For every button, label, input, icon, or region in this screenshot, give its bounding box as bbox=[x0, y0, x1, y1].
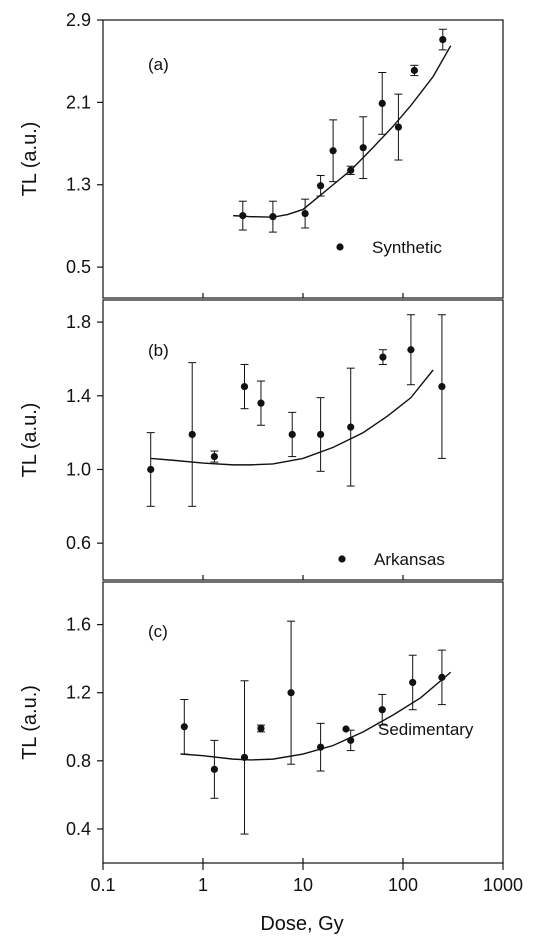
data-point bbox=[439, 35, 447, 44]
panel-label: (b) bbox=[148, 341, 169, 360]
y-axis-title: TL (a.u.) bbox=[19, 685, 41, 760]
y-tick-label: 0.5 bbox=[66, 257, 91, 277]
data-point bbox=[257, 724, 265, 733]
fit-curve bbox=[150, 369, 434, 466]
data-point bbox=[269, 213, 277, 221]
data-point bbox=[240, 382, 249, 391]
legend-label: Sedimentary bbox=[378, 720, 474, 739]
y-tick-label: 0.6 bbox=[66, 533, 91, 553]
x-tick-label: 10 bbox=[293, 875, 313, 895]
data-point bbox=[347, 166, 355, 174]
y-tick-label: 1.4 bbox=[66, 386, 91, 406]
fit-curve bbox=[180, 671, 452, 761]
data-point bbox=[188, 430, 196, 439]
fit-curve bbox=[233, 45, 452, 218]
y-tick-label: 1.8 bbox=[66, 312, 91, 332]
data-point bbox=[407, 346, 415, 354]
data-point bbox=[180, 723, 188, 731]
panels-group: 0.5 1.3 2.1 2.9 TL (a.u.) (a) Synthetic 0.6 1.0 1… bbox=[19, 10, 504, 864]
x-tick-label: 0.1 bbox=[90, 875, 115, 895]
data-point bbox=[317, 743, 325, 751]
y-tick-label: 1.0 bbox=[66, 459, 91, 479]
x-axis-title: Dose, Gy bbox=[260, 913, 343, 935]
data-point bbox=[378, 99, 386, 107]
x-axis: 0.1 1 10 100 1000 bbox=[90, 863, 523, 895]
y-tick-label: 1.6 bbox=[66, 615, 91, 635]
panel-3: 0.4 0.8 1.2 1.6 TL (a.u.) (c) Sedimentary bbox=[19, 581, 504, 864]
data-point bbox=[147, 465, 155, 474]
y-tick-label: 0.8 bbox=[66, 751, 91, 771]
data-point bbox=[287, 689, 295, 697]
data-point bbox=[317, 182, 325, 190]
legend-marker bbox=[336, 243, 344, 251]
x-tick-label: 1000 bbox=[483, 875, 523, 895]
y-tick-label: 1.3 bbox=[66, 175, 91, 195]
y-tick-label: 2.9 bbox=[66, 10, 91, 30]
panel-label: (a) bbox=[148, 55, 169, 74]
panel-label: (c) bbox=[148, 622, 168, 641]
x-tick-label: 1 bbox=[198, 875, 208, 895]
data-point bbox=[410, 66, 418, 75]
data-point bbox=[394, 123, 403, 131]
data-point bbox=[347, 423, 355, 431]
y-tick-label: 2.1 bbox=[66, 92, 91, 112]
data-point bbox=[329, 147, 337, 155]
y-axis-title: TL (a.u.) bbox=[19, 122, 41, 197]
data-point bbox=[239, 212, 247, 220]
legend-marker bbox=[338, 555, 346, 563]
data-point bbox=[378, 706, 386, 714]
legend-marker bbox=[342, 725, 350, 733]
data-point bbox=[317, 430, 325, 439]
data-point bbox=[288, 430, 296, 439]
data-point bbox=[257, 399, 265, 407]
data-point bbox=[210, 765, 218, 773]
data-point bbox=[301, 209, 309, 218]
panel-2: 0.6 1.0 1.4 1.8 TL (a.u.) (b) Arkansas bbox=[19, 299, 504, 581]
data-point bbox=[409, 678, 417, 687]
legend-label: Arkansas bbox=[374, 550, 445, 569]
data-point bbox=[438, 382, 446, 391]
y-tick-label: 1.2 bbox=[66, 683, 91, 703]
y-tick-label: 0.4 bbox=[66, 819, 91, 839]
data-point bbox=[359, 144, 367, 152]
data-point bbox=[379, 353, 387, 361]
legend-label: Synthetic bbox=[372, 238, 442, 257]
data-point bbox=[210, 452, 218, 461]
y-axis-title: TL (a.u.) bbox=[19, 403, 41, 478]
panel-1: 0.5 1.3 2.1 2.9 TL (a.u.) (a) Synthetic bbox=[19, 10, 504, 299]
data-point bbox=[347, 736, 355, 744]
x-tick-label: 100 bbox=[388, 875, 418, 895]
data-point bbox=[438, 673, 446, 681]
data-point bbox=[240, 753, 249, 762]
